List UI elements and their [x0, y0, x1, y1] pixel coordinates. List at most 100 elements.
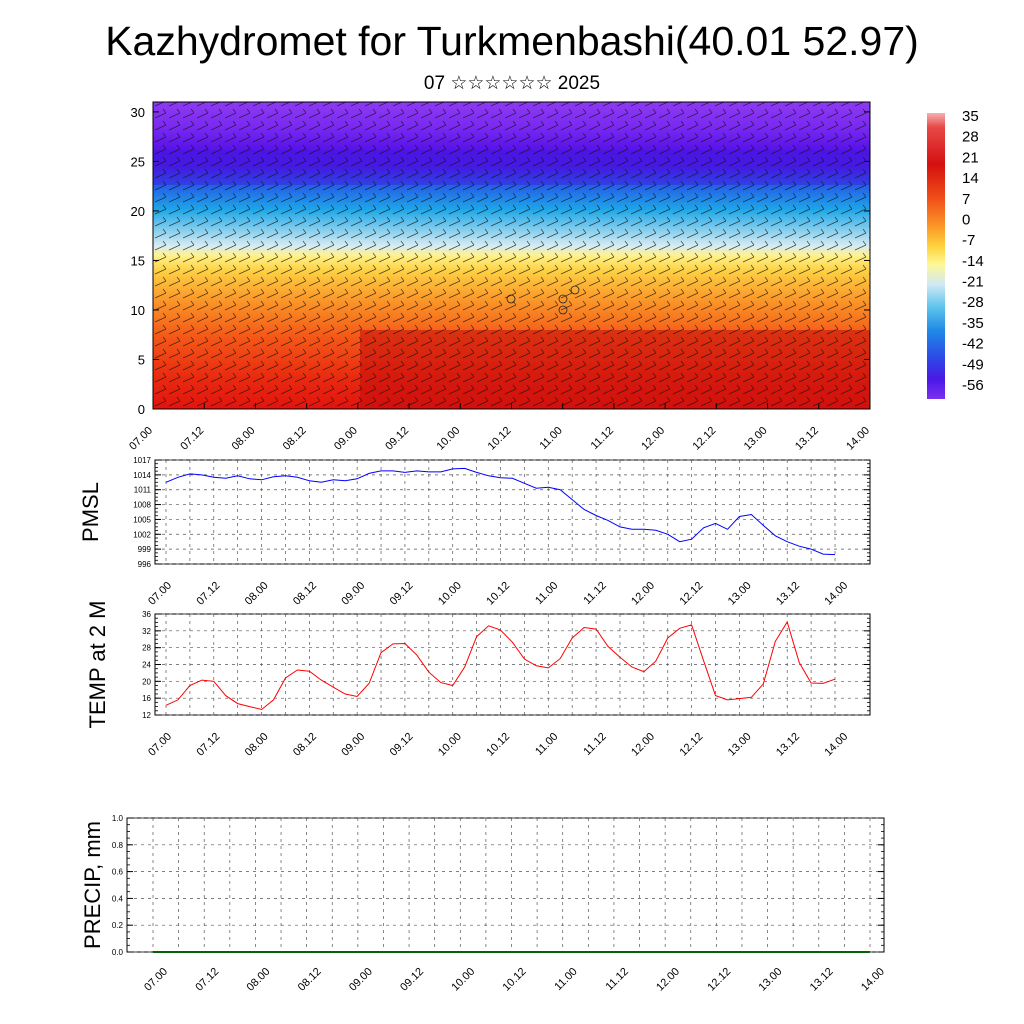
y-tick-label: 32	[142, 627, 151, 636]
y-tick-label: 999	[138, 545, 152, 554]
x-tick-label: 11.12	[581, 580, 608, 607]
x-tick-label: 09.00	[339, 580, 367, 608]
x-tick-label: 07.12	[193, 966, 221, 994]
y-tick-label: 0.0	[112, 948, 124, 957]
x-tick-label: 12.00	[639, 425, 667, 453]
y-tick-label: 1014	[133, 471, 151, 480]
y-tick-label: 20	[131, 204, 145, 219]
x-tick-label: 08.12	[291, 580, 319, 608]
pmsl-series-line	[165, 467, 836, 556]
x-tick-label: 13.00	[726, 731, 754, 759]
colorbar-label: -49	[962, 356, 984, 373]
x-tick-label: 11.12	[581, 731, 608, 758]
x-tick-label: 10.12	[484, 731, 512, 759]
colorbar-label: 21	[962, 149, 979, 166]
x-tick-label: 07.12	[194, 580, 222, 608]
y-tick-label: 15	[131, 253, 145, 268]
y-tick-label: 1011	[134, 486, 152, 495]
calm-marker	[506, 294, 516, 304]
colorbar-label: -21	[962, 274, 984, 291]
colorbar-label: 14	[962, 170, 979, 187]
y-tick-label: 996	[138, 560, 152, 569]
x-tick-label: 12.00	[629, 580, 657, 608]
y-tick-label: 0.8	[112, 841, 124, 850]
y-tick-label: 36	[142, 610, 151, 619]
y-axis-title: PMSL	[78, 482, 103, 542]
x-tick-label: 11.00	[537, 425, 564, 452]
x-tick-label: 14.00	[822, 580, 850, 608]
y-tick-label: 0.4	[112, 894, 124, 903]
colorbar-label: -35	[962, 315, 984, 332]
calm-marker	[558, 294, 568, 304]
y-tick-label: 16	[142, 694, 151, 703]
y-tick-label: 1005	[133, 515, 151, 524]
x-tick-label: 10.00	[436, 731, 464, 759]
wind-barbs-overlay	[153, 102, 870, 409]
x-tick-label: 09.12	[388, 580, 416, 608]
y-tick-label: 1017	[133, 456, 151, 465]
temp-panel: 12 16 20 24 28 32 36 07.00 07.12 08.00 08.12 09.00 0…	[85, 601, 871, 759]
x-tick-label: 10.12	[486, 425, 514, 453]
colorbar-label: -42	[962, 336, 984, 353]
x-tick-label: 11.00	[552, 966, 579, 993]
x-tick-label: 13.12	[774, 731, 802, 759]
x-tick-label: 08.12	[281, 425, 309, 453]
x-tick-label: 13.00	[726, 580, 754, 608]
x-tick-label: 13.12	[774, 580, 802, 608]
y-tick-label: 0	[138, 402, 145, 417]
x-tick-label: 07.00	[146, 731, 174, 759]
x-tick-label: 10.00	[436, 580, 464, 608]
x-tick-label: 08.00	[230, 425, 258, 453]
x-tick-label: 12.12	[705, 966, 733, 994]
calm-marker	[558, 305, 568, 315]
x-tick-label: 12.12	[691, 425, 719, 453]
x-tick-label: 09.12	[388, 731, 416, 759]
chart-subtitle: 07 ☆☆☆☆☆☆ 2025	[423, 73, 601, 94]
x-tick-label: 12.00	[654, 966, 682, 994]
y-tick-label: 1002	[133, 530, 151, 539]
x-tick-label: 11.00	[533, 731, 560, 758]
cross-section-y-axis: 0 5 10 15 20 25 30	[131, 105, 870, 417]
x-tick-label: 09.12	[383, 425, 411, 453]
y-tick-label: 28	[142, 644, 151, 653]
y-tick-label: 20	[142, 677, 151, 686]
pmsl-panel: 996 999 1002 1005 1008 1011 1014 1017 07.00 07.12…	[78, 456, 871, 608]
y-axis-title: PRECIP, mm	[80, 821, 105, 949]
colorbar-label: -14	[962, 253, 984, 270]
x-tick-label: 08.00	[245, 966, 273, 994]
colorbar-label: 7	[962, 191, 970, 208]
y-tick-label: 1008	[133, 501, 151, 510]
y-tick-label: 0.2	[112, 921, 124, 930]
panel-frame	[126, 817, 885, 953]
x-tick-label: 12.00	[629, 731, 657, 759]
x-tick-label: 11.00	[533, 580, 560, 607]
x-tick-label: 09.12	[398, 966, 426, 994]
colorbar-label: 35	[962, 108, 979, 125]
x-tick-label: 07.12	[194, 731, 222, 759]
x-tick-label: 14.00	[844, 425, 872, 453]
x-tick-label: 08.00	[243, 731, 271, 759]
x-tick-label: 12.12	[677, 731, 705, 759]
cross-section-panel: 0 5 10 15 20 25 30 07.00 07.12 08.00 08.12 09.00 09…	[127, 101, 872, 453]
x-tick-label: 08.00	[243, 580, 271, 608]
x-tick-label: 13.00	[742, 425, 770, 453]
x-tick-label: 09.00	[332, 425, 360, 453]
chart-title: Kazhydromet for Turkmenbashi(40.01 52.97…	[105, 18, 919, 64]
x-tick-label: 14.00	[822, 731, 850, 759]
x-tick-label: 13.12	[808, 966, 836, 994]
x-tick-label: 13.00	[757, 966, 785, 994]
x-tick-label: 13.12	[793, 425, 821, 453]
x-tick-label: 10.12	[501, 966, 529, 994]
x-tick-label: 11.12	[604, 966, 631, 993]
temp-series-line	[165, 620, 836, 711]
precip-panel: 0.0 0.2 0.4 0.6 0.8 1.0 07.00 07.12 08.00 08.12 09…	[80, 814, 887, 994]
colorbar-label: -28	[962, 294, 984, 311]
x-tick-label: 10.12	[484, 580, 512, 608]
x-tick-label: 10.00	[434, 425, 462, 453]
colorbar-gradient	[927, 113, 945, 399]
x-tick-label: 08.12	[296, 966, 324, 994]
calm-marker	[570, 285, 580, 295]
x-tick-label: 14.00	[859, 966, 887, 994]
x-tick-label: 07.00	[127, 425, 155, 453]
